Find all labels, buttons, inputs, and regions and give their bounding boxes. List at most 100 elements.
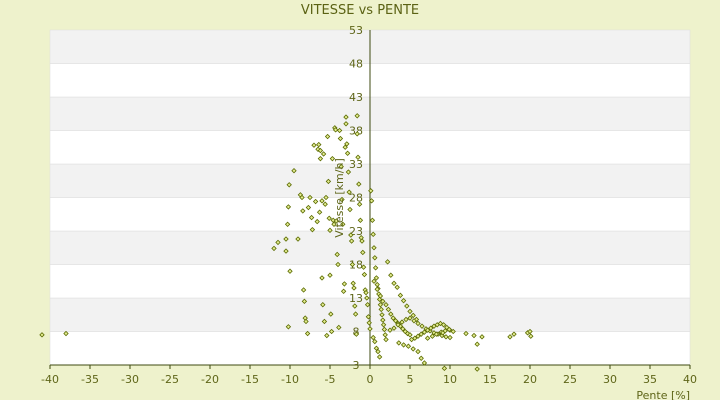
data-point [394, 284, 400, 290]
data-point [337, 135, 344, 142]
data-point [316, 141, 322, 148]
data-point [340, 288, 347, 294]
data-point [361, 271, 368, 278]
data-point [320, 302, 326, 308]
data-point [511, 331, 517, 337]
data-point [507, 334, 513, 340]
data-point [304, 330, 311, 337]
data-point [352, 303, 358, 309]
data-point [528, 333, 534, 339]
data-point [380, 317, 386, 323]
data-point [333, 218, 340, 224]
data-point [283, 236, 289, 242]
data-point [39, 332, 45, 338]
data-point [348, 232, 354, 238]
data-point [320, 151, 327, 157]
x-tick-label: 10 [443, 373, 457, 386]
data-point [373, 275, 380, 281]
data-point [325, 178, 332, 185]
data-point [355, 154, 361, 160]
data-point [403, 316, 409, 323]
data-point [400, 326, 406, 332]
data-point [390, 315, 396, 321]
data-point [328, 328, 335, 335]
data-point [441, 365, 448, 372]
chart-title: VITESSE vs PENTE [301, 3, 419, 18]
data-point [336, 127, 343, 134]
data-point [275, 239, 281, 246]
data-point [412, 335, 418, 341]
data-point [285, 324, 292, 330]
y-tick-label: 13 [349, 292, 363, 305]
data-point [383, 302, 389, 308]
data-point [450, 328, 456, 335]
data-point [418, 331, 424, 337]
data-point [299, 194, 305, 201]
data-point [376, 354, 383, 360]
data-point [356, 201, 363, 207]
data-point [345, 169, 352, 175]
data-point [380, 298, 386, 305]
data-point [324, 133, 331, 140]
data-point [375, 348, 381, 355]
data-point [305, 204, 312, 211]
data-point [373, 345, 380, 351]
data-point [411, 318, 417, 324]
data-point [428, 325, 434, 331]
x-tick-label: -10 [281, 373, 299, 386]
data-point [329, 155, 336, 162]
data-point [384, 259, 391, 265]
data-point [374, 281, 380, 288]
data-point [433, 331, 440, 337]
x-axis-label: Pente [%] [636, 389, 690, 400]
y-axis-label: Vitesse [km/h] [333, 158, 346, 238]
data-point [300, 287, 307, 293]
data-point [295, 236, 301, 242]
data-point [395, 322, 401, 328]
data-point [370, 334, 376, 341]
x-tick-label: 5 [407, 373, 414, 386]
data-point [418, 355, 424, 361]
data-point [377, 302, 384, 308]
data-point [331, 221, 337, 227]
data-point [323, 194, 329, 201]
x-tick-label: 20 [523, 373, 537, 386]
data-point [334, 251, 340, 258]
data-point [344, 150, 351, 156]
data-point [368, 188, 374, 194]
data-point [404, 303, 410, 309]
data-point [378, 306, 384, 313]
data-point [421, 360, 428, 366]
data-point [387, 327, 393, 333]
data-point [365, 314, 372, 320]
data-point [312, 198, 319, 205]
data-point [327, 272, 333, 278]
data-point [440, 322, 447, 328]
data-point [446, 326, 452, 333]
data-point [335, 261, 341, 268]
data-point [354, 113, 360, 119]
data-point [316, 209, 323, 215]
x-tick-label: 30 [603, 373, 617, 386]
data-point [366, 320, 372, 326]
x-tick-label: 25 [563, 373, 577, 386]
x-tick-label: 35 [643, 373, 657, 386]
data-point [291, 168, 297, 174]
data-point [372, 255, 378, 261]
data-point [397, 292, 404, 299]
data-point [353, 331, 360, 337]
data-points [39, 113, 534, 372]
data-point [309, 226, 316, 233]
data-point [440, 330, 446, 336]
data-point [317, 147, 324, 154]
data-point [319, 275, 325, 281]
data-point [347, 206, 353, 213]
data-point [356, 181, 362, 187]
data-point [344, 141, 350, 147]
data-point [380, 322, 387, 328]
x-tick-label: -40 [41, 373, 59, 386]
data-point [364, 302, 371, 308]
data-point [322, 201, 328, 207]
data-point [300, 208, 306, 214]
